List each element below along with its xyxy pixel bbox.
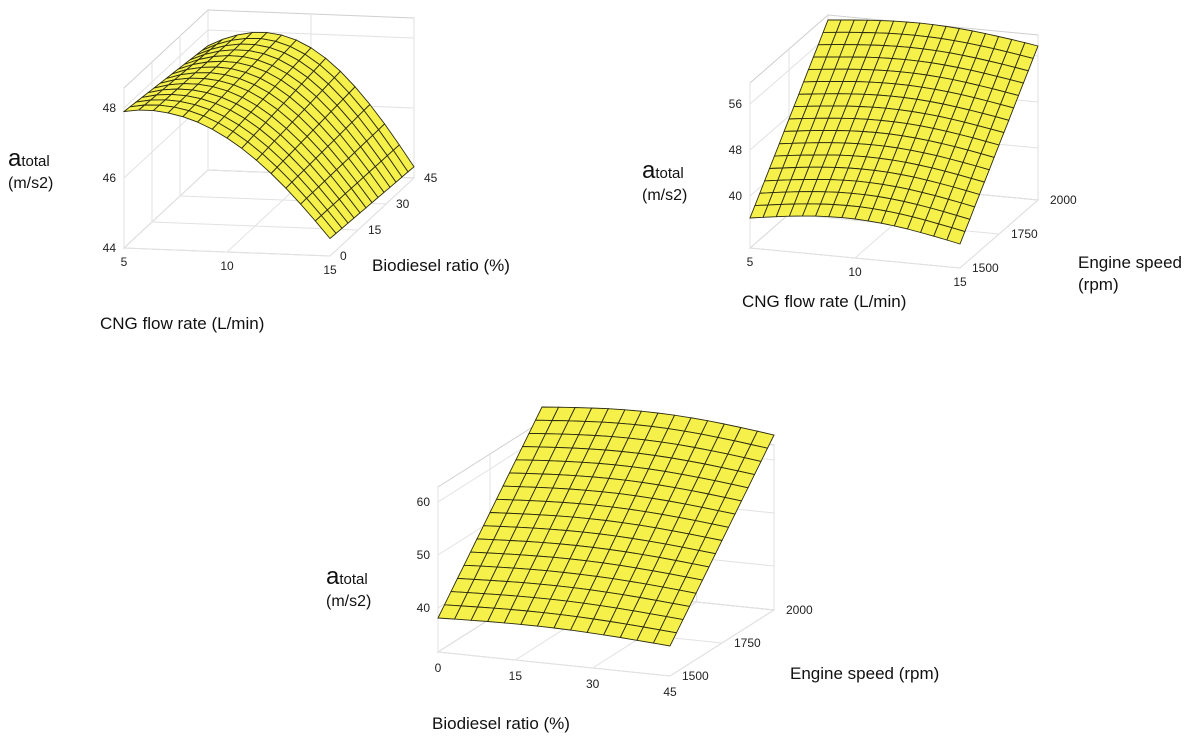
x-tick-label: 30	[586, 677, 600, 691]
surface-cell	[946, 227, 966, 245]
x-tick-label: 45	[663, 685, 677, 699]
floor-grid-y-2	[749, 247, 961, 269]
floor-grid-y-1	[123, 247, 331, 257]
y-tick-label: 1500	[682, 669, 709, 683]
surface-cell	[652, 629, 678, 647]
chart-2-z-subscript: total	[655, 165, 684, 182]
chart-3-z-symbol: a	[326, 563, 340, 590]
x-tick-label: 15	[323, 263, 337, 277]
floor-grid-y-3	[437, 651, 671, 677]
x-tick-label: 5	[747, 255, 754, 269]
z-tick-label: 40	[729, 189, 743, 203]
chart-2-svg: 40 48 56 5 10 15 1500 1750 2000	[729, 13, 1077, 289]
y-tick-label: 15	[368, 223, 382, 237]
chart-2: 40 48 56 5 10 15 1500 1750 2000 atotal (m/s2) CN…	[600, 0, 1200, 340]
chart-3: 40 50 60 0 15 30 45 1500 1750 2000 atotal (m/s2) …	[300, 380, 1000, 740]
z-tick-label: 48	[103, 101, 117, 115]
y-tick-label: 0	[340, 249, 347, 263]
z-tick-label: 40	[417, 601, 431, 615]
chart-1-x-label: CNG flow rate (L/min)	[100, 314, 265, 333]
y-tick-label: 1750	[1011, 227, 1038, 241]
chart-2-x-label: CNG flow rate (L/min)	[742, 292, 907, 311]
z-tick-label: 48	[729, 143, 743, 157]
y-tick-label: 2000	[786, 603, 813, 617]
chart-1-z-subscript: total	[21, 153, 50, 170]
y-tick-label: 30	[396, 197, 410, 211]
chart-3-x-label: Biodiesel ratio (%)	[432, 714, 570, 733]
chart-2-z-symbol: a	[642, 157, 656, 184]
chart-2-z-unit: (m/s2)	[642, 187, 688, 204]
chart-1-z-symbol: a	[8, 145, 22, 172]
y-tick-label: 45	[424, 171, 438, 185]
chart-3-z-unit: (m/s2)	[326, 593, 372, 610]
z-tick-label: 56	[729, 97, 743, 111]
x-tick-label: 15	[953, 275, 967, 289]
x-tick-label: 5	[121, 255, 128, 269]
chart-1-z-label: atotal (m/s2)	[8, 145, 54, 195]
x-tick-label: 10	[848, 265, 862, 279]
z-tick-label: 50	[417, 548, 431, 562]
z-tick-label: 60	[417, 495, 431, 509]
chart-3-svg: 40 50 60 0 15 30 45 1500 1750 2000	[417, 406, 813, 699]
x-tick-label: 10	[220, 259, 234, 273]
chart-3-y-label: Engine speed (rpm)	[790, 664, 940, 683]
chart-1: 44 46 48 5 10 15 0 15 30 45 atotal (m/s2) CNG flo…	[0, 0, 510, 340]
z-tick-label: 44	[103, 241, 117, 255]
chart-1-z-unit: (m/s2)	[8, 175, 54, 192]
wall-grid-z-1	[123, 29, 415, 109]
y-tick-label: 1500	[972, 261, 999, 275]
chart-2-z-label: atotal (m/s2)	[642, 157, 688, 207]
y-tick-label: 1750	[734, 636, 761, 650]
chart-2-y-label: Engine speed (rpm)	[1078, 253, 1182, 294]
left-wall-1	[123, 8, 209, 250]
chart-3-z-subscript: total	[339, 571, 368, 588]
floor-grid-x-1	[329, 177, 415, 257]
z-tick-label: 46	[103, 171, 117, 185]
surface-cell	[314, 214, 337, 240]
x-tick-label: 15	[509, 669, 523, 683]
y-tick-label: 2000	[1050, 193, 1077, 207]
chart-1-y-label: Biodiesel ratio (%)	[372, 256, 510, 275]
chart-3-z-label: atotal (m/s2)	[326, 563, 372, 613]
x-tick-label: 0	[435, 661, 442, 675]
